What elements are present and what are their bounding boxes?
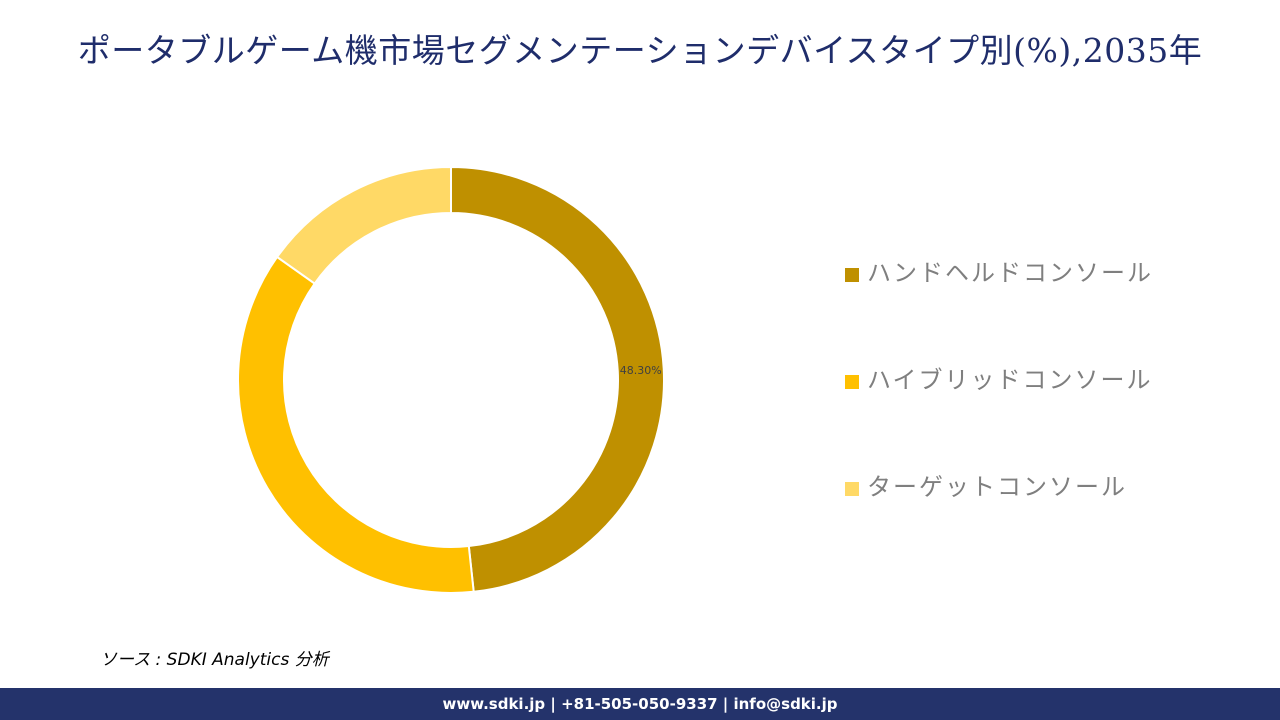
chart-title: ポータブルゲーム機市場セグメンテーションデバイスタイプ別(%),2035年 bbox=[77, 31, 1203, 70]
legend-label: ターゲットコンソール bbox=[867, 473, 1127, 501]
legend: ハンドヘルドコンソール ハイブリッドコンソール ターゲットコンソール bbox=[845, 255, 1153, 576]
donut-svg: 48.30% bbox=[237, 165, 665, 594]
legend-swatch-hybrid bbox=[845, 375, 859, 389]
legend-label: ハンドヘルドコンソール bbox=[867, 259, 1153, 287]
legend-label: ハイブリッドコンソール bbox=[867, 366, 1153, 394]
donut-slice bbox=[275, 165, 452, 285]
source-note: ソース : SDKI Analytics 分析 bbox=[100, 650, 329, 670]
donut-slice bbox=[237, 255, 475, 594]
donut-slice bbox=[450, 165, 665, 593]
legend-item-target: ターゲットコンソール bbox=[845, 469, 1153, 576]
legend-swatch-handheld bbox=[845, 268, 859, 282]
legend-swatch-target bbox=[845, 482, 859, 496]
legend-item-hybrid: ハイブリッドコンソール bbox=[845, 362, 1153, 469]
legend-item-handheld: ハンドヘルドコンソール bbox=[845, 255, 1153, 362]
footer-bar: www.sdki.jp | +81-505-050-9337 | info@sd… bbox=[0, 688, 1280, 720]
donut-chart: 48.30% bbox=[230, 160, 672, 602]
data-label: 48.30% bbox=[620, 364, 662, 377]
